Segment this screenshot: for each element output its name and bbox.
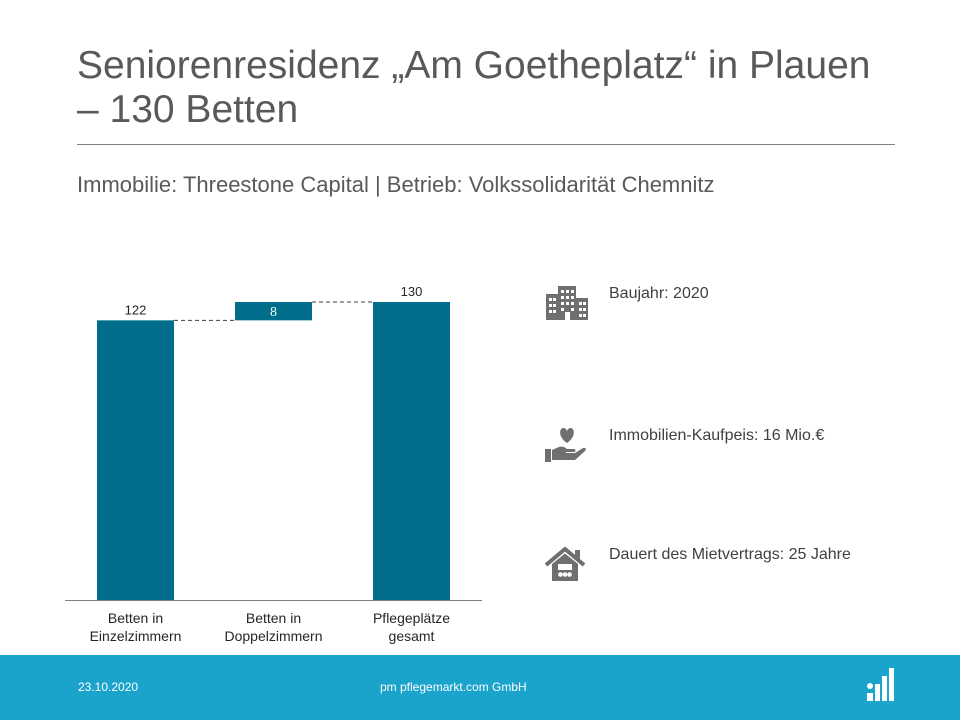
footer-date: 23.10.2020 <box>78 680 139 694</box>
data-label-3: 130 <box>401 284 423 299</box>
pflegemarkt-logo-icon <box>867 668 894 701</box>
title-divider <box>77 144 895 145</box>
hand-heart-icon <box>545 428 586 462</box>
waterfall-chart: 122 Betten in Einzelzimmern 8 Betten in Doppe… <box>65 284 482 644</box>
info-item-baujahr: Baujahr: 2020 <box>544 284 944 324</box>
footer-company: pm pflegemarkt.com GmbH <box>380 680 527 694</box>
house-icon <box>544 547 586 581</box>
category-label-3: Pflegeplätze gesamt <box>373 610 450 644</box>
info-item-kaufpreis: Immobilien-Kaufpeis: 16 Mio.€ <box>544 426 944 466</box>
info-item-mietvertrag: Dauert des Mietvertrags: 25 Jahre <box>544 545 944 585</box>
data-label-2: 8 <box>270 305 277 320</box>
bar-2 <box>235 302 312 321</box>
footer-bar: 23.10.2020 pm pflegemarkt.com GmbH <box>0 655 960 720</box>
slide-subtitle: Immobilie: Threestone Capital | Betrieb:… <box>77 172 715 197</box>
category-label-1: Betten in Einzelzimmern <box>90 610 182 644</box>
bar-3 <box>373 302 450 600</box>
bar-1 <box>97 320 174 600</box>
category-label-2: Betten in Doppelzimmern <box>224 610 322 644</box>
slide-title: Seniorenresidenz „Am Goetheplatz“ in Pla… <box>77 44 871 131</box>
data-label-1: 122 <box>125 302 147 317</box>
building-icon <box>546 286 588 320</box>
info-text-mietvertrag: Dauert des Mietvertrags: 25 Jahre <box>609 546 851 563</box>
info-text-baujahr: Baujahr: 2020 <box>609 285 709 302</box>
info-text-kaufpreis: Immobilien-Kaufpeis: 16 Mio.€ <box>609 427 825 444</box>
